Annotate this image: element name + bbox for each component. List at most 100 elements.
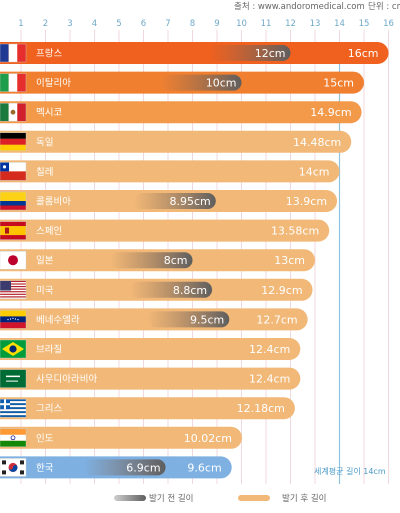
legend-after-label: 발기 후 길이 bbox=[282, 493, 327, 504]
x-tick-label: 16 bbox=[383, 19, 394, 29]
legend-before-swatch bbox=[114, 495, 146, 501]
germany-flag-icon bbox=[0, 132, 27, 152]
after-value-label: 12.7cm bbox=[256, 313, 297, 326]
country-label: 이탈리아 bbox=[36, 77, 71, 89]
world-average-label: 세계평균 길이 14cm bbox=[314, 466, 386, 476]
after-value-label: 14cm bbox=[299, 165, 330, 178]
after-value-label: 10.02cm bbox=[184, 432, 232, 445]
after-value-label: 9.6cm bbox=[187, 461, 221, 474]
reference-line-group: 세계평균 길이 14cm bbox=[314, 60, 386, 484]
unit-label: 단위 : cm bbox=[368, 1, 400, 12]
country-label: 인도 bbox=[36, 433, 54, 444]
venezuela-flag-icon bbox=[0, 310, 27, 329]
bar-before bbox=[83, 459, 166, 476]
usa-flag-icon bbox=[0, 280, 27, 299]
x-tick-label: 13 bbox=[310, 19, 321, 29]
after-value-label: 13cm bbox=[274, 254, 305, 267]
brazil-flag-icon bbox=[0, 339, 27, 359]
japan-flag-icon bbox=[0, 250, 27, 270]
country-label: 멕시코 bbox=[36, 108, 62, 119]
france-flag-icon bbox=[0, 43, 27, 63]
legend-after-swatch bbox=[238, 495, 270, 501]
before-value-label: 6.9cm bbox=[126, 461, 160, 474]
bar-before bbox=[110, 252, 193, 269]
spain-flag-icon bbox=[0, 221, 27, 240]
bar-before bbox=[147, 311, 230, 328]
before-value-label: 8cm bbox=[164, 254, 188, 267]
bar-row: 12.18cm 그리스 bbox=[0, 397, 295, 420]
bar-row: 8cm 13cm 일본 bbox=[0, 249, 315, 272]
bar-row: 12.4cm 사우디아라비아 bbox=[0, 367, 301, 390]
x-tick-label: 11 bbox=[261, 19, 272, 29]
after-value-label: 12.18cm bbox=[237, 402, 285, 415]
bar-after bbox=[0, 160, 340, 183]
bar-after bbox=[0, 101, 362, 124]
bar-after bbox=[0, 219, 330, 242]
bar-after bbox=[0, 42, 389, 64]
before-value-label: 8.8cm bbox=[173, 284, 207, 297]
country-label: 프랑스 bbox=[36, 48, 62, 60]
after-value-label: 16cm bbox=[348, 47, 379, 60]
before-value-label: 8.95cm bbox=[170, 195, 211, 208]
bars: 12cm 16cm 프랑스 10cm 15cm 이탈리아 14.9cm 멕시코 14.48cm 독… bbox=[0, 42, 389, 479]
before-value-label: 12cm bbox=[255, 47, 286, 60]
bar-before bbox=[208, 45, 291, 61]
x-tick-label: 7 bbox=[165, 19, 170, 29]
bar-after bbox=[0, 130, 352, 153]
bar-row: 12cm 16cm 프랑스 bbox=[0, 42, 389, 64]
bar-row: 13.58cm 스페인 bbox=[0, 219, 330, 242]
country-label: 일본 bbox=[36, 256, 54, 267]
country-label: 한국 bbox=[36, 463, 54, 474]
x-tick-label: 14 bbox=[334, 19, 345, 29]
bar-before bbox=[130, 281, 213, 298]
country-label: 그리스 bbox=[36, 404, 62, 415]
after-value-label: 12.9cm bbox=[261, 284, 302, 297]
x-tick-label: 5 bbox=[116, 19, 121, 29]
bar-row: 10cm 15cm 이탈리아 bbox=[0, 71, 364, 94]
after-value-label: 14.48cm bbox=[293, 136, 341, 149]
country-label: 브라질 bbox=[36, 344, 62, 356]
x-tick-label: 9 bbox=[214, 19, 219, 29]
legend: 발기 전 길이 발기 후 길이 bbox=[114, 493, 327, 504]
country-label: 베네수엘라 bbox=[36, 315, 80, 326]
saudi-arabia-flag-icon bbox=[0, 369, 27, 388]
bar-after bbox=[0, 367, 301, 390]
colombia-flag-icon bbox=[0, 191, 27, 211]
country-label: 스페인 bbox=[36, 226, 62, 237]
bar-row: 14.9cm 멕시코 bbox=[0, 101, 362, 124]
after-value-label: 13.58cm bbox=[271, 225, 319, 238]
x-tick-label: 3 bbox=[67, 19, 72, 29]
x-tick-label: 6 bbox=[141, 19, 146, 29]
chile-flag-icon bbox=[0, 162, 27, 181]
bar-row: 9.5cm 12.7cm 베네수엘라 bbox=[0, 308, 308, 331]
x-tick-label: 10 bbox=[236, 19, 247, 29]
before-value-label: 9.5cm bbox=[190, 313, 224, 326]
x-tick-label: 1 bbox=[18, 19, 23, 29]
after-value-label: 14.9cm bbox=[310, 106, 351, 119]
bar-row: 8.8cm 12.9cm 미국 bbox=[0, 278, 313, 301]
bar-row: 6.9cm 9.6cm 한국 bbox=[0, 456, 232, 479]
country-label: 사우디아라비아 bbox=[36, 374, 97, 385]
italy-flag-icon bbox=[0, 73, 27, 92]
bar-after bbox=[0, 426, 242, 449]
bar-after bbox=[0, 397, 295, 420]
country-label: 독일 bbox=[36, 137, 53, 148]
after-value-label: 12.4cm bbox=[249, 373, 290, 386]
x-tick-label: 15 bbox=[359, 19, 370, 29]
x-tick-label: 12 bbox=[285, 19, 296, 29]
bar-row: 14cm 칠레 bbox=[0, 160, 340, 183]
source-label: 출처 : www.andoromedical.com bbox=[234, 1, 365, 12]
bar-row: 8.95cm 13.9cm 콜롬비아 bbox=[0, 190, 338, 212]
x-tick-label: 4 bbox=[92, 19, 97, 29]
korea-flag-icon bbox=[0, 458, 27, 477]
x-tick-label: 2 bbox=[43, 19, 48, 29]
x-tick-label: 8 bbox=[190, 19, 195, 29]
after-value-label: 12.4cm bbox=[249, 343, 290, 356]
bar-before bbox=[133, 193, 216, 209]
country-label: 칠레 bbox=[36, 167, 53, 178]
after-value-label: 15cm bbox=[323, 77, 354, 90]
mexico-flag-icon bbox=[0, 102, 27, 122]
before-value-label: 10cm bbox=[206, 77, 237, 90]
bar-before bbox=[159, 74, 242, 91]
